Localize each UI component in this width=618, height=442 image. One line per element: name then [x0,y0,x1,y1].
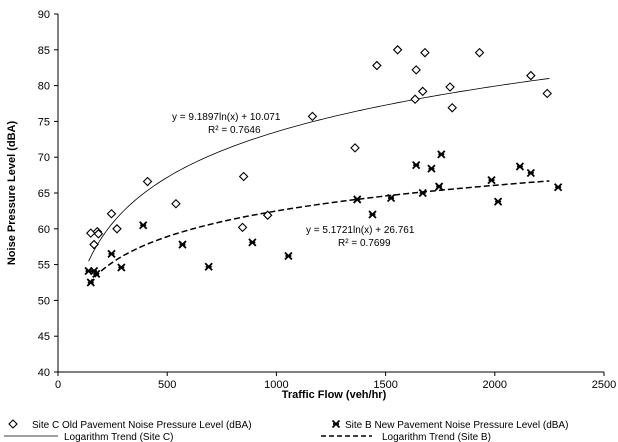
y-tick-label: 65 [38,188,50,200]
legend-label-site-c: Site C Old Pavement Noise Pressure Level… [32,420,252,431]
y-tick-label: 55 [38,260,50,272]
site-c-data-point [542,88,552,99]
site-c-data-point [350,143,360,153]
site-c-data-point [392,45,403,55]
y-tick-label: 50 [38,295,50,307]
x-tick-label: 2000 [483,379,507,391]
trend-line-site-b [88,180,550,285]
site-c-data-point [106,208,117,219]
site-c-data-point [307,111,318,122]
legend-label-site-b: Site B New Pavement Noise Pressure Level… [345,420,568,431]
site-b-data-point [386,193,396,203]
x-tick-label: 2500 [592,379,616,391]
x-tick-label: 500 [158,379,176,391]
y-tick-label: 90 [38,9,50,21]
y-tick-label: 70 [38,152,50,164]
site-c-data-point [93,229,104,239]
site-c-data-point [410,94,420,104]
x-tick-label: 1500 [373,379,397,391]
y-tick-label: 80 [38,81,50,93]
legend-item-trend-c: Logarithm Trend (Site C) [4,432,174,442]
legend-item-trend-b: Logarithm Trend (Site B) [321,432,491,442]
site-c-data-point [112,224,122,234]
site-c-data-point [85,228,96,238]
legend-item-site-c: Site C Old Pavement Noise Pressure Level… [8,419,252,431]
y-axis-title: Noise Pressure Level (dBA) [6,121,18,266]
site-b-data-point [248,238,257,247]
site-b-data-point [284,251,293,261]
site-b-data-point [368,210,377,219]
site-b-data-point [437,150,446,159]
trend-c-r2: R² = 0.7646 [208,125,261,136]
site-b-data-point [178,240,187,249]
site-b-data-point [553,183,563,192]
site-c-data-point [262,210,273,220]
legend-label-trend-b: Logarithm Trend (Site B) [382,432,491,442]
site-b-data-point [204,262,213,271]
site-b-data-point [515,162,525,171]
site-c-data-point [171,198,181,209]
site-c-data-point [526,70,536,81]
site-c-data-point [417,86,428,97]
site-b-data-point [434,182,444,191]
site-c-data-point [447,103,457,113]
legend-asterisk-glyph [331,419,341,429]
trend-b-equation: y = 5.1721ln(x) + 26.761 [306,225,415,236]
site-c-data-point [445,82,455,92]
x-tick-label: 1000 [264,379,288,391]
x-axis-title: Traffic Flow (veh/hr) [282,389,387,401]
site-b-data-point [526,168,535,178]
legend-diamond-marker [8,419,18,429]
site-b-data-point [86,278,95,287]
y-tick-label: 45 [38,331,50,343]
x-tick-label: 0 [55,379,61,391]
site-c-data-point [411,65,421,75]
legend-item-site-b: Site B New Pavement Noise Pressure Level… [331,419,568,431]
site-c-data-point [238,171,249,182]
site-c-data-point [237,222,248,233]
site-c-data-point [142,176,153,187]
trend-c-equation: y = 9.1897ln(x) + 10.071 [172,112,281,123]
y-tick-label: 85 [38,45,50,57]
site-c-data-point [474,47,485,58]
legend-label-trend-c: Logarithm Trend (Site C) [64,432,174,442]
site-b-data-point [92,269,101,279]
site-b-data-point [487,175,496,185]
site-c-data-point [89,239,99,250]
site-b-data-point [418,188,427,198]
site-b-data-point [493,197,503,206]
plot-area: 40 45 50 55 60 65 70 75 80 85 90 0 500 1000 1500 2000 25… [38,9,616,391]
y-tick-label: 60 [38,224,50,236]
legend: Site C Old Pavement Noise Pressure Level… [4,419,568,442]
legend-asterisk-marker [331,419,341,429]
site-b-data-point [412,160,421,170]
site-b-data-point [139,221,148,230]
y-tick-label: 75 [38,116,50,128]
site-b-data-point [117,263,126,272]
trend-b-r2: R² = 0.7699 [338,238,391,249]
site-b-data-point [107,249,116,258]
y-tick-label: 40 [38,367,50,379]
site-c-data-point [372,60,382,71]
site-b-data-point [353,195,362,204]
site-b-data-point [427,164,436,173]
trend-line-site-c [88,78,550,262]
site-c-data-point [420,47,430,58]
